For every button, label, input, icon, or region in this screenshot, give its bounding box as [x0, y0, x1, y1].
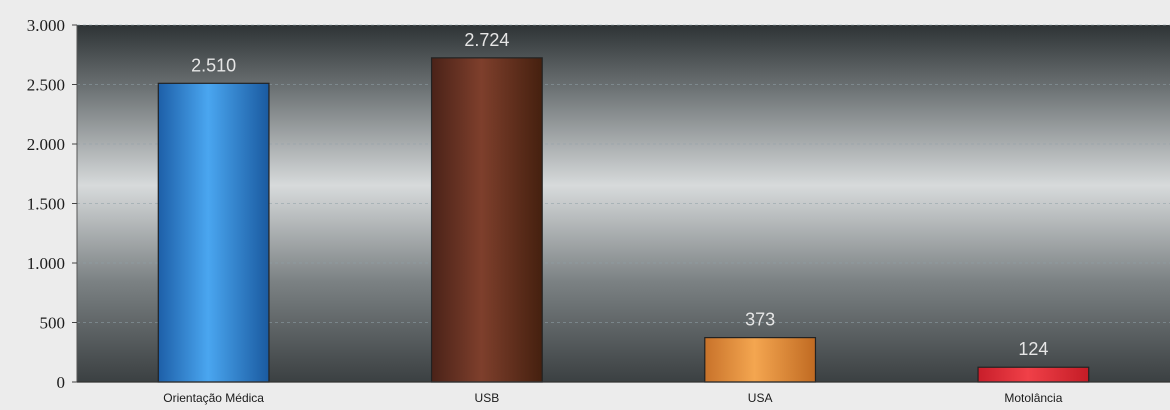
y-tick-label: 1.500 [27, 195, 65, 214]
x-tick-label: USB [475, 391, 500, 405]
y-axis: 0 500 1.000 1.500 2.000 2.500 3.000 [27, 16, 78, 392]
bar-usa [704, 337, 817, 383]
bar-orienta-o-m-dica [157, 82, 270, 383]
x-tick-label: Motolância [1004, 391, 1062, 405]
x-tick-label: USA [748, 391, 773, 405]
y-tick-label: 0 [57, 373, 66, 392]
data-label: 124 [1018, 339, 1048, 359]
y-tick-label: 3.000 [27, 16, 65, 35]
y-tick-label: 2.000 [27, 135, 65, 154]
bar-motol-ncia [977, 366, 1090, 383]
y-tick-label: 1.000 [27, 254, 65, 273]
data-label: 2.510 [191, 55, 236, 75]
x-axis: Orientação Médica USB USA Motolância [77, 381, 1170, 405]
y-tick-label: 500 [40, 314, 66, 333]
y-tick-label: 2.500 [27, 76, 65, 95]
x-tick-label: Orientação Médica [163, 391, 264, 405]
bar-usb [430, 57, 543, 383]
data-labels: 2.510 2.724 373 124 [191, 30, 1048, 359]
data-label: 2.724 [464, 30, 509, 50]
data-label: 373 [745, 310, 775, 330]
